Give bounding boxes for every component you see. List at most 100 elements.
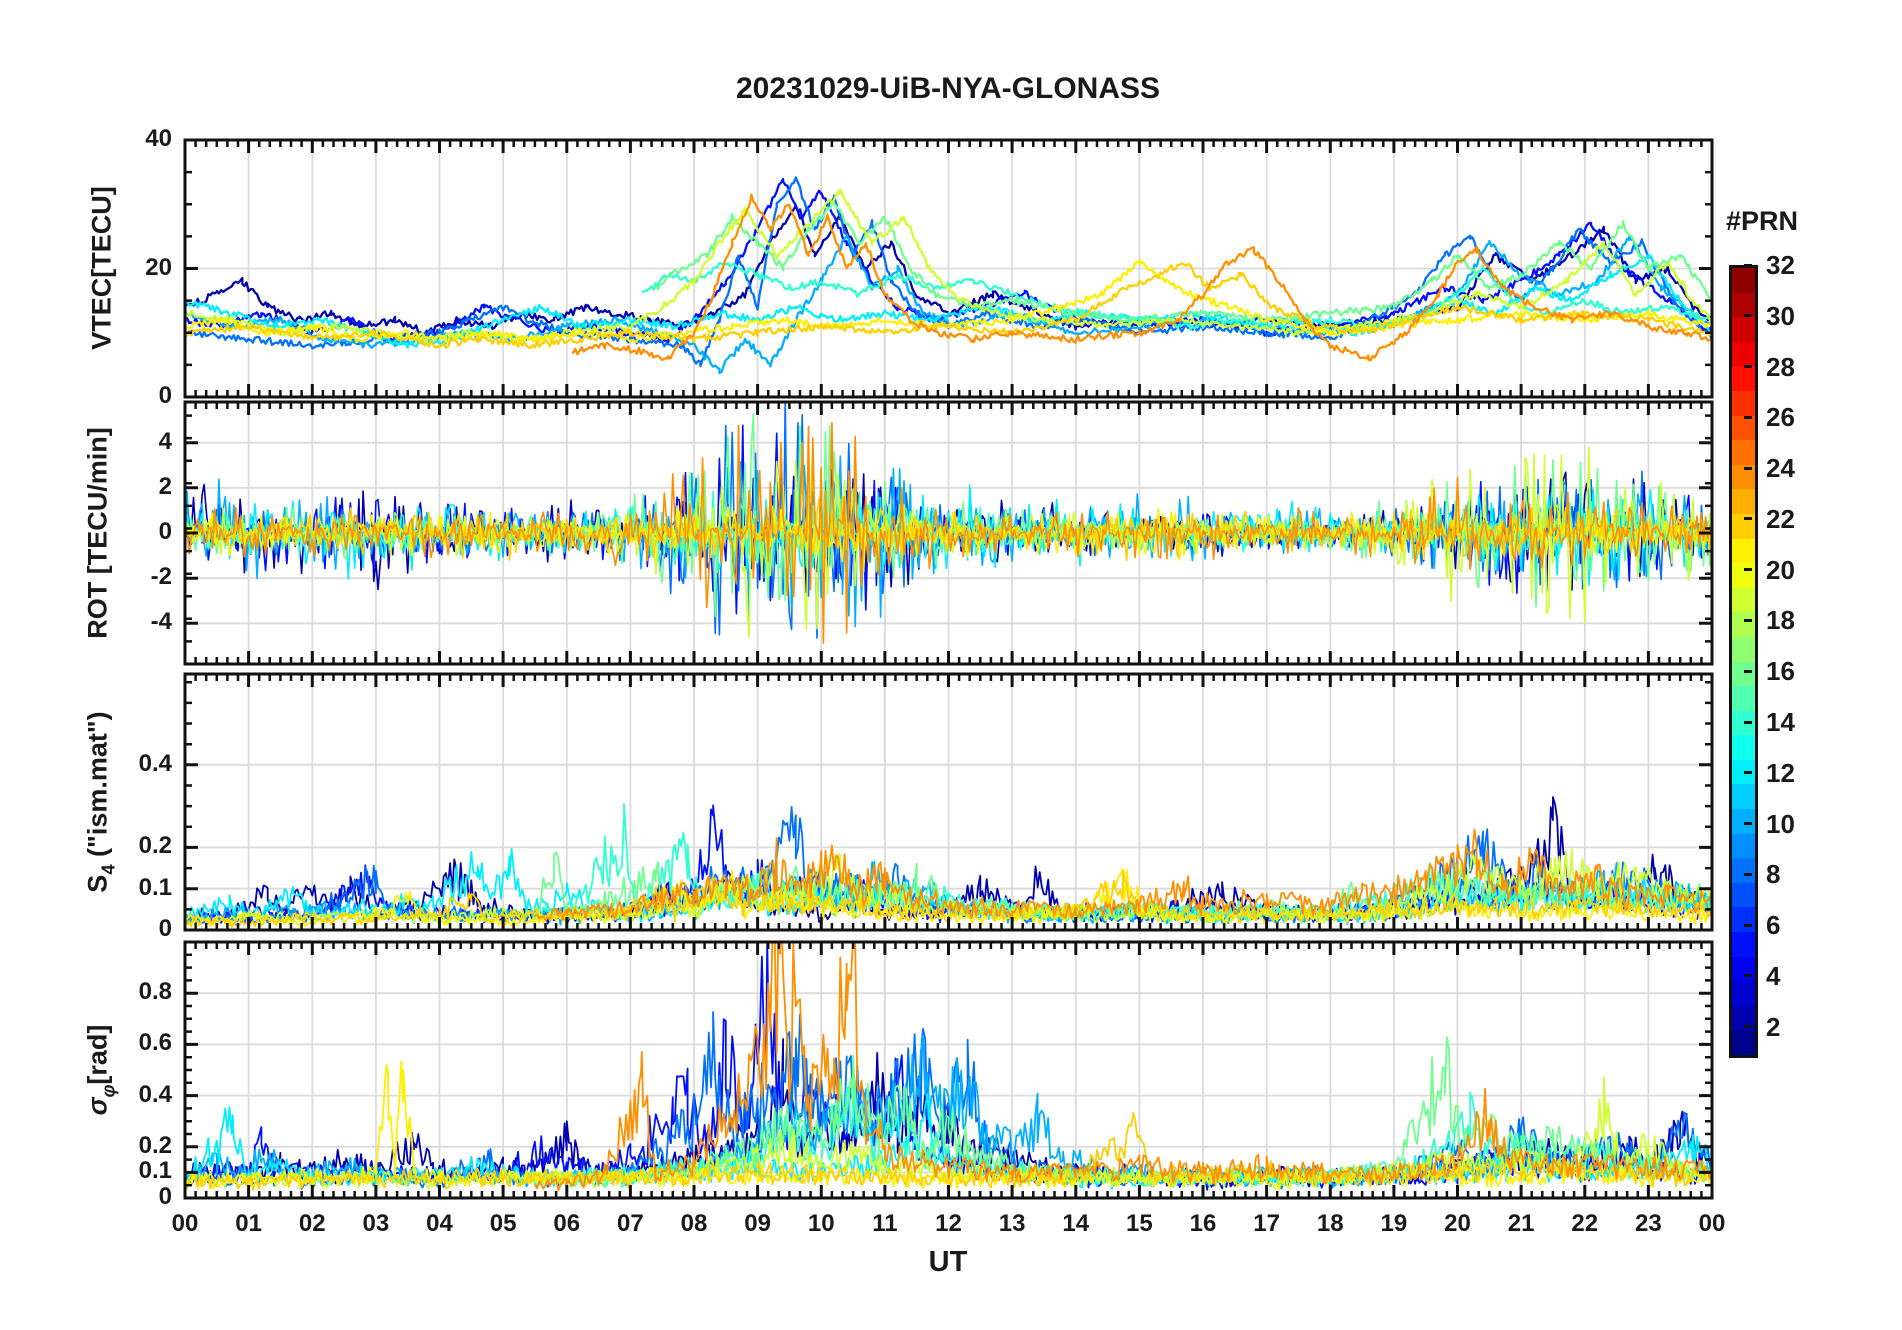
colorbar-tick — [1744, 923, 1752, 927]
y-tick-label: 2 — [158, 472, 172, 500]
colorbar-cell — [1732, 489, 1755, 514]
colorbar-cell — [1732, 292, 1755, 318]
colorbar-tick — [1744, 1025, 1752, 1029]
y-tick-label: 0 — [158, 1183, 172, 1210]
colorbar-tick-label: 28 — [1766, 351, 1795, 382]
x-tick-label: 07 — [617, 1210, 644, 1237]
x-tick-label: 02 — [298, 1210, 326, 1237]
colorbar-cell — [1732, 440, 1755, 465]
x-tick-label: 16 — [1189, 1210, 1217, 1237]
colorbar-tick — [1744, 771, 1752, 775]
colorbar-tick-label: 24 — [1766, 453, 1795, 484]
y-tick-label: 0.1 — [138, 1157, 172, 1185]
x-tick-label: 23 — [1635, 1210, 1662, 1237]
x-tick-label: 10 — [807, 1210, 835, 1237]
xaxis-label: UT — [928, 1246, 968, 1278]
x-tick-label: 21 — [1507, 1210, 1535, 1237]
x-tick-label: 19 — [1380, 1210, 1408, 1237]
y-tick-label: 0.8 — [138, 978, 172, 1006]
colorbar-cell — [1732, 661, 1755, 687]
colorbar-tick — [1744, 822, 1752, 825]
y-tick-label: 4 — [158, 427, 172, 455]
colorbar-cell — [1732, 317, 1755, 342]
colorbar-cell — [1732, 784, 1755, 810]
x-tick-label: 00 — [1698, 1210, 1726, 1237]
colorbar-tick — [1744, 720, 1752, 724]
colorbar-cell — [1732, 415, 1755, 441]
colorbar-tick — [1744, 517, 1752, 521]
colorbar-tick — [1744, 263, 1752, 267]
x-tick-label: 09 — [744, 1210, 771, 1237]
colorbar-cell — [1732, 686, 1755, 711]
colorbar-tick-label: 16 — [1766, 656, 1795, 687]
x-tick-label: 06 — [553, 1210, 581, 1237]
colorbar-cell — [1732, 366, 1755, 391]
colorbar-tick-label: 8 — [1766, 859, 1781, 890]
colorbar-tick-label: 32 — [1766, 250, 1795, 280]
y-tick-label: 40 — [145, 125, 172, 152]
x-tick-label: 20 — [1444, 1210, 1471, 1237]
y-tick-label: 0.2 — [138, 832, 172, 860]
colorbar-cell — [1732, 1030, 1755, 1055]
y-tick-label: 0.4 — [138, 749, 172, 777]
colorbar-cell — [1732, 882, 1755, 908]
y-tick-label: 0 — [158, 518, 172, 545]
colorbar-cell — [1732, 636, 1755, 662]
colorbar-cell — [1732, 932, 1755, 957]
colorbar-cell — [1732, 390, 1755, 416]
x-tick-label: 03 — [362, 1210, 390, 1237]
colorbar-cell — [1732, 809, 1755, 834]
x-tick-label: 17 — [1253, 1210, 1280, 1237]
colorbar-tick-label: 4 — [1766, 960, 1781, 991]
colorbar-cell — [1732, 587, 1755, 613]
x-tick-label: 08 — [680, 1210, 708, 1237]
y-tick-label: 0.6 — [138, 1029, 172, 1057]
colorbar-tick — [1744, 669, 1752, 673]
x-tick-label: 00 — [171, 1210, 199, 1237]
y-tick-label: 20 — [145, 253, 172, 281]
colorbar-title: #PRN — [1725, 206, 1799, 236]
x-tick-label: 22 — [1571, 1210, 1599, 1237]
colorbar-tick — [1744, 872, 1752, 876]
colorbar-cell — [1732, 563, 1755, 588]
colorbar-tick-label: 26 — [1766, 402, 1795, 433]
colorbar-tick — [1744, 974, 1752, 978]
y-tick-label: -2 — [150, 563, 172, 591]
colorbar-tick — [1744, 618, 1752, 622]
x-tick-label: 11 — [872, 1210, 898, 1237]
x-tick-label: 04 — [426, 1210, 453, 1237]
chart-title: 20231029-UiB-NYA-GLONASS — [735, 72, 1161, 105]
y-tick-label: 0.4 — [138, 1080, 172, 1108]
colorbar-tick-label: 22 — [1766, 503, 1795, 534]
colorbar-cell — [1732, 538, 1755, 564]
colorbar-tick-label: 20 — [1766, 554, 1795, 585]
colorbar-tick-label: 18 — [1766, 605, 1795, 636]
colorbar-cell — [1732, 268, 1755, 293]
colorbar-cell — [1732, 341, 1755, 367]
colorbar-cell — [1732, 464, 1755, 490]
ylabel-s4: S4 ("ism.mat") — [83, 711, 119, 892]
x-tick-label: 12 — [935, 1210, 962, 1237]
y-tick-label: 0 — [158, 915, 172, 942]
x-tick-label: 13 — [998, 1210, 1026, 1237]
colorbar-cell — [1732, 1005, 1755, 1031]
colorbar-tick-label: 6 — [1766, 910, 1781, 941]
colorbar-tick-label: 10 — [1766, 808, 1795, 839]
colorbar-tick-label: 30 — [1766, 300, 1795, 331]
x-tick-label: 18 — [1316, 1210, 1344, 1237]
y-tick-label: -4 — [150, 608, 172, 636]
colorbar-tick — [1744, 314, 1752, 318]
colorbar-tick — [1744, 365, 1752, 368]
x-tick-label: 14 — [1062, 1210, 1090, 1237]
colorbar-cell — [1732, 981, 1755, 1006]
colorbar-tick — [1744, 466, 1752, 470]
colorbar-tick — [1744, 415, 1752, 419]
colorbar-tick-label: 12 — [1766, 757, 1795, 788]
y-tick-label: 0.1 — [138, 873, 172, 901]
x-tick-label: 01 — [235, 1210, 262, 1237]
colorbar-cell — [1732, 612, 1755, 637]
colorbar — [1729, 265, 1758, 1058]
colorbar-cell — [1732, 956, 1755, 982]
